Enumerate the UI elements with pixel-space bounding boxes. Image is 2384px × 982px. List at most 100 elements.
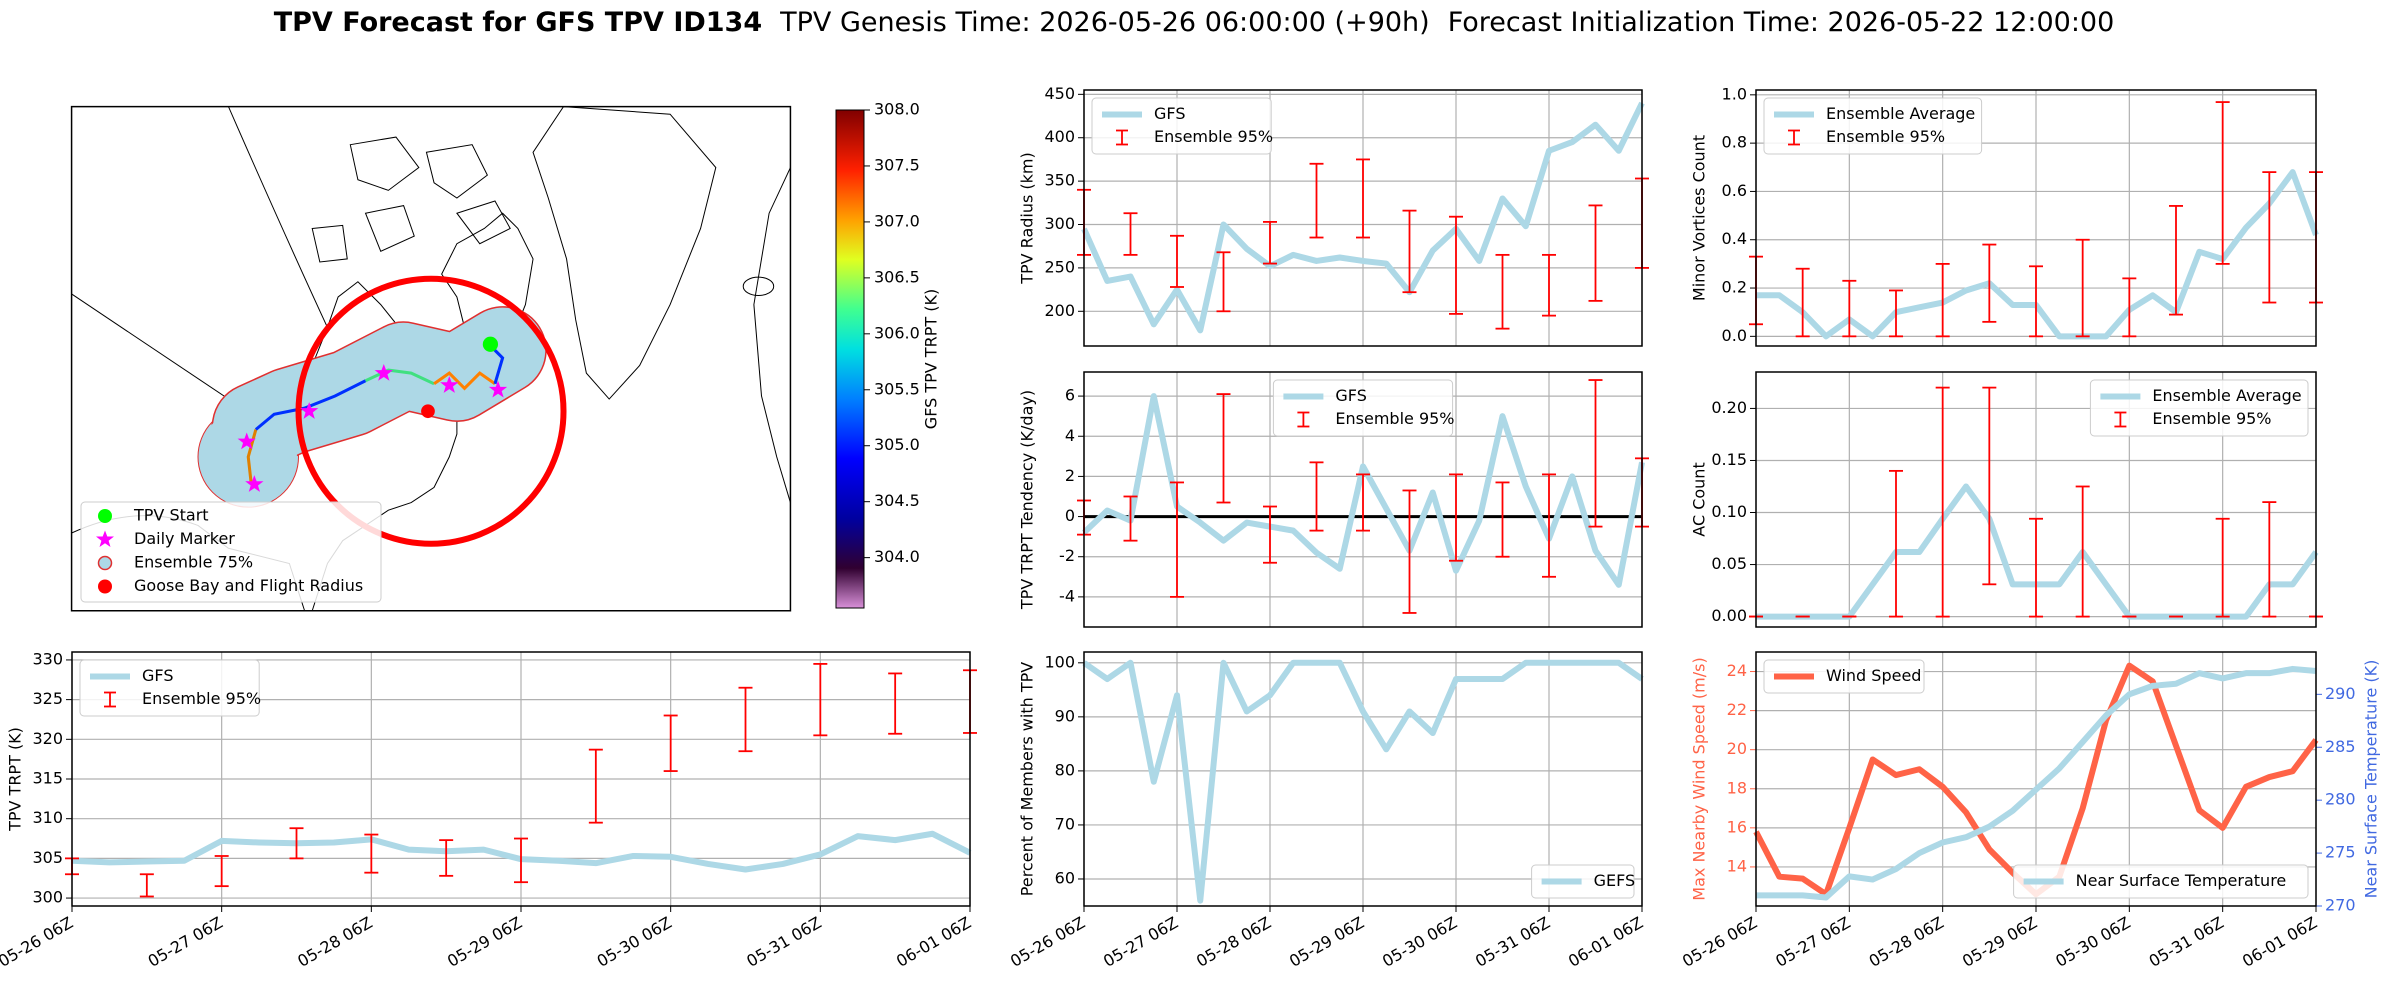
y2-tick-label: 275	[2325, 843, 2356, 862]
y-tick-label: 0.0	[1722, 326, 1747, 345]
legend-label: Ensemble 95%	[1154, 127, 1273, 146]
legend-label: GEFS	[1594, 871, 1636, 890]
plot-frame	[1083, 651, 1643, 907]
y-tick-label: 450	[1044, 84, 1075, 103]
y-tick-label: 315	[32, 769, 63, 788]
colorbar-tick-label: 306.0	[874, 323, 920, 342]
y-tick-label: 400	[1044, 127, 1075, 146]
legend-label: Wind Speed	[1826, 666, 1921, 685]
line-series	[1082, 659, 1644, 904]
y-tick-label: 4	[1065, 426, 1075, 445]
colorbar-tick-label: 308.0	[874, 100, 920, 119]
line-series	[1081, 101, 1645, 334]
y-tick-label: 24	[1727, 661, 1747, 680]
legend-box	[1763, 659, 1925, 694]
legend-label: GFS	[1335, 386, 1366, 405]
y-tick-label: 70	[1055, 814, 1075, 833]
legend-label: Ensemble 95%	[1335, 409, 1454, 428]
y-tick-label: 300	[1044, 214, 1075, 233]
plot-frame	[1755, 651, 2317, 907]
line-series	[1756, 665, 2317, 901]
y-tick-label: 14	[1727, 856, 1747, 875]
y-tick-label: 60	[1055, 868, 1075, 887]
y-tick-label: -2	[1059, 546, 1075, 565]
y-tick-label: 0.10	[1711, 502, 1747, 521]
legend-label: Ensemble 95%	[1826, 127, 1945, 146]
y2-axis-label: Near Surface Temperature (K)	[2362, 660, 2381, 899]
colorbar-tick-label: 305.5	[874, 379, 920, 398]
colorbar-tick-label: 307.5	[874, 155, 920, 174]
legend-label: TPV Start	[133, 506, 209, 525]
colorbar-tick-label: 304.5	[874, 491, 920, 510]
colorbar-tick-label: 305.0	[874, 435, 920, 454]
y2-tick-label: 290	[2325, 684, 2356, 703]
title-main: TPV Forecast for GFS TPV ID134	[274, 7, 762, 38]
plot-frame	[1755, 89, 2317, 347]
title-init: Forecast Initialization Time: 2026-05-22…	[1448, 7, 2115, 38]
y-tick-label: 20	[1727, 739, 1747, 758]
y-axis-label: Max Nearby Wind Speed (m/s)	[1690, 657, 1709, 900]
legend-label: Ensemble 95%	[2152, 409, 2271, 428]
plot-frame	[1083, 89, 1643, 347]
legend-label: Daily Marker	[134, 529, 235, 548]
legend-label: GFS	[142, 666, 173, 685]
y-tick-label: 310	[32, 808, 63, 827]
y-tick-label: 0.20	[1711, 398, 1747, 417]
legend-label: Ensemble Average	[2152, 386, 2301, 405]
y-axis-label: TPV Radius (km)	[1018, 152, 1037, 285]
legend-label: Ensemble 95%	[142, 689, 261, 708]
y-tick-label: 320	[32, 729, 63, 748]
y-tick-label: 0.2	[1722, 278, 1747, 297]
legend-box	[1763, 97, 1983, 155]
y-tick-label: 300	[32, 888, 63, 907]
plot-frame	[1755, 371, 2317, 628]
colorbar	[835, 109, 865, 609]
title-genesis: TPV Genesis Time: 2026-05-26 06:00:00 (+…	[779, 7, 1430, 38]
colorbar-tick-label: 306.5	[874, 267, 920, 286]
y-tick-label: 0	[1065, 506, 1075, 525]
colorbar-tick-label: 304.0	[874, 547, 920, 566]
y-tick-label: -4	[1059, 586, 1075, 605]
y-tick-label: 6	[1065, 386, 1075, 405]
legend-label: Ensemble Average	[1826, 104, 1975, 123]
legend-label: Near Surface Temperature	[2076, 871, 2287, 890]
legend-marker	[96, 530, 114, 547]
y-axis-label: Minor Vortices Count	[1690, 135, 1709, 301]
legend-box	[80, 501, 382, 603]
y-tick-label: 16	[1727, 817, 1747, 836]
y-tick-label: 0.8	[1722, 133, 1747, 152]
y-axis-label: TPV TRPT (K)	[6, 727, 25, 832]
legend-marker	[97, 555, 113, 571]
legend-marker	[98, 579, 112, 594]
legend-box	[2089, 379, 2309, 437]
y-tick-label: 305	[32, 848, 63, 867]
y-tick-label: 80	[1055, 760, 1075, 779]
legend-label: GFS	[1154, 104, 1185, 123]
colorbar-tick-label: 307.0	[874, 211, 920, 230]
y-axis-label: AC Count	[1690, 462, 1709, 536]
y2-tick-label: 285	[2325, 737, 2356, 756]
legend-box	[1531, 864, 1635, 899]
y-axis-label: TPV TRPT Tendency (K/day)	[1018, 390, 1037, 610]
y-tick-label: 200	[1044, 301, 1075, 320]
y-tick-label: 22	[1727, 700, 1747, 719]
y-tick-label: 330	[32, 649, 63, 668]
y2-tick-label: 270	[2325, 896, 2356, 915]
y-tick-label: 100	[1044, 652, 1075, 671]
legend-label: Ensemble 75%	[134, 553, 253, 572]
plot-frame	[1083, 371, 1643, 628]
y-axis-label: Percent of Members with TPV	[1018, 662, 1037, 896]
y-tick-label: 350	[1044, 171, 1075, 190]
legend-box	[2013, 864, 2309, 899]
legend-marker	[98, 509, 112, 523]
plot-frame	[71, 651, 971, 907]
colorbar-label: GFS TPV TRPT (K)	[922, 289, 941, 429]
legend-label: Goose Bay and Flight Radius	[134, 576, 363, 595]
y-tick-label: 0.00	[1711, 606, 1747, 625]
y-tick-label: 90	[1055, 706, 1075, 725]
y-tick-label: 18	[1727, 778, 1747, 797]
y-tick-label: 250	[1044, 257, 1075, 276]
figure-title: TPV Forecast for GFS TPV ID134 TPV Genesi…	[274, 7, 2115, 38]
y2-tick-label: 280	[2325, 790, 2356, 809]
